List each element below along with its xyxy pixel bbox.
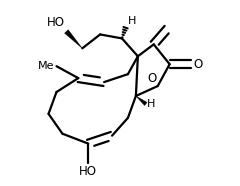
Text: O: O: [193, 58, 203, 71]
Text: H: H: [128, 15, 136, 25]
Text: HO: HO: [79, 166, 97, 178]
Text: HO: HO: [46, 17, 64, 29]
Text: O: O: [147, 72, 156, 85]
Polygon shape: [136, 96, 147, 105]
Text: Me: Me: [38, 61, 54, 71]
Text: H: H: [147, 99, 155, 109]
Polygon shape: [65, 30, 82, 48]
